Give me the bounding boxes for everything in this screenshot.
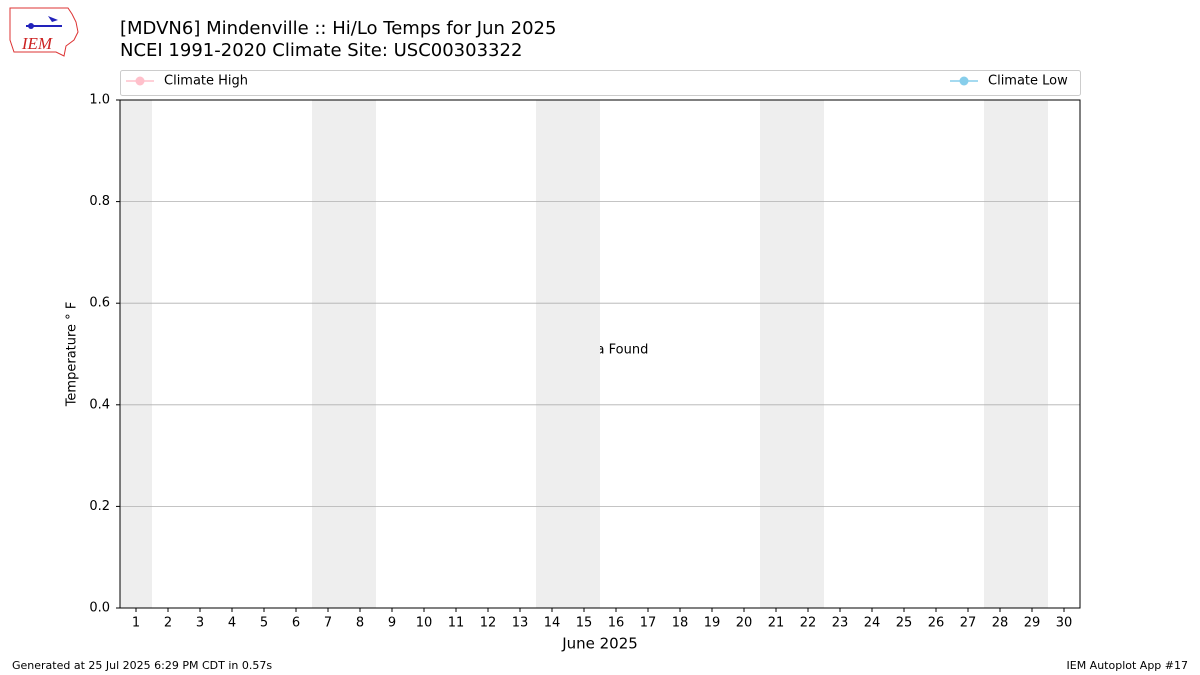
- plot-area: [120, 100, 1080, 608]
- logo-icon: [28, 23, 34, 29]
- x-tick-label: 6: [292, 616, 300, 631]
- x-tick-label: 29: [1024, 616, 1041, 631]
- logo-icon: [48, 16, 58, 22]
- x-tick-label: 25: [896, 616, 913, 631]
- x-tick-label: 5: [260, 616, 268, 631]
- axes-frame: [119, 99, 1081, 609]
- legend-label: Climate High: [164, 74, 248, 89]
- logo-text: IEM: [21, 34, 53, 53]
- y-tick-label: 0.2: [89, 499, 110, 514]
- logo: IEM: [9, 7, 79, 57]
- shaded-span: [312, 100, 376, 608]
- x-tick-label: 21: [768, 616, 785, 631]
- x-tick-label: 17: [640, 616, 657, 631]
- y-tick-label: 0.4: [89, 397, 110, 412]
- x-tick-label: 2: [164, 616, 172, 631]
- x-tick-label: 22: [800, 616, 817, 631]
- x-tick-label: 9: [388, 616, 396, 631]
- x-tick-label: 16: [608, 616, 625, 631]
- x-tick-label: 4: [228, 616, 236, 631]
- x-tick-label: 30: [1056, 616, 1073, 631]
- shaded-span: [120, 100, 152, 608]
- x-tick-label: 7: [324, 616, 332, 631]
- y-tick-label: 1.0: [89, 93, 110, 108]
- x-tick-label: 20: [736, 616, 753, 631]
- legend-marker: [135, 76, 145, 86]
- x-axis-label: June 2025: [561, 635, 638, 653]
- logo-outline: [9, 7, 79, 57]
- legend-label: Climate Low: [988, 74, 1068, 89]
- x-tick-label: 10: [416, 616, 433, 631]
- shaded-span: [984, 100, 1048, 608]
- chart-subtitle: NCEI 1991-2020 Climate Site: USC00303322: [120, 40, 522, 61]
- x-tick-label: 19: [704, 616, 721, 631]
- x-tick-label: 26: [928, 616, 945, 631]
- x-tick-label: 11: [448, 616, 465, 631]
- x-tick-label: 18: [672, 616, 689, 631]
- y-tick-label: 0.6: [89, 296, 110, 311]
- shaded-span: [760, 100, 824, 608]
- x-tick-label: 3: [196, 616, 204, 631]
- footer-left: Generated at 25 Jul 2025 6:29 PM CDT in …: [12, 659, 272, 672]
- x-tick-label: 14: [544, 616, 561, 631]
- x-tick-label: 1: [132, 616, 140, 631]
- x-tick-label: 27: [960, 616, 977, 631]
- x-tick-label: 13: [512, 616, 529, 631]
- y-axis-label: Temperature ° F: [65, 302, 80, 408]
- x-tick-label: 12: [480, 616, 497, 631]
- x-tick-label: 8: [356, 616, 364, 631]
- footer-right: IEM Autoplot App #17: [1067, 659, 1189, 672]
- shaded-span: [536, 100, 600, 608]
- x-tick-label: 15: [576, 616, 593, 631]
- chart-title: [MDVN6] Mindenville :: Hi/Lo Temps for J…: [120, 18, 556, 39]
- x-tick-label: 24: [864, 616, 881, 631]
- legend-marker: [959, 76, 969, 86]
- y-tick-label: 0.8: [89, 194, 110, 209]
- x-tick-label: 28: [992, 616, 1009, 631]
- y-tick-label: 0.0: [89, 601, 110, 616]
- legend-box: [120, 70, 1081, 96]
- x-tick-label: 23: [832, 616, 849, 631]
